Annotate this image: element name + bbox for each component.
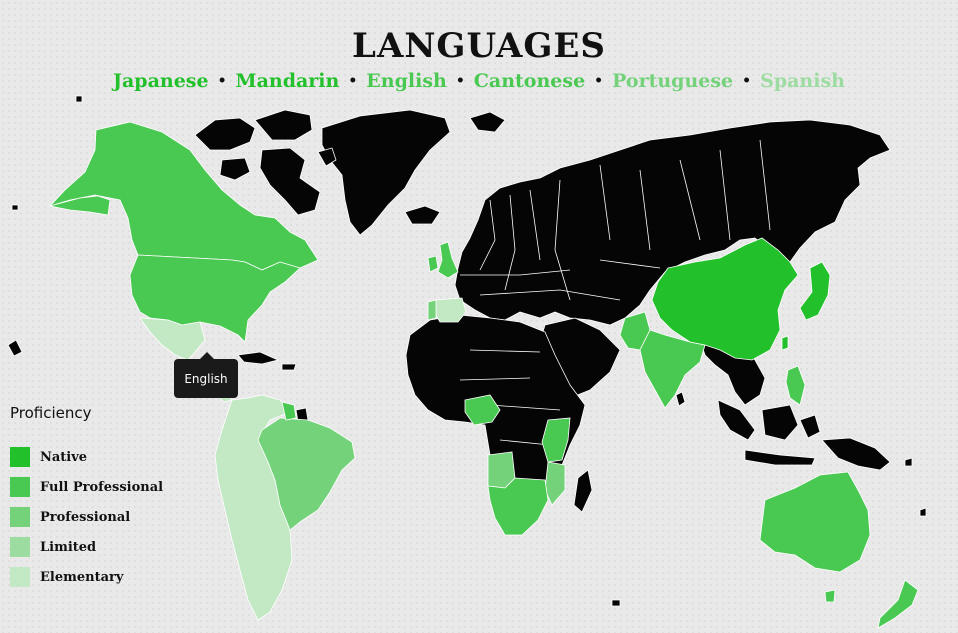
indonesia[interactable] — [799, 414, 821, 439]
country-tooltip: English — [174, 352, 238, 398]
legend-label: Professional — [40, 509, 131, 525]
arctic-islands[interactable] — [259, 147, 321, 216]
language-list: Japanese • Mandarin • English • Cantonese • Port… — [0, 70, 958, 92]
greenland[interactable] — [321, 109, 451, 236]
no-data-land — [7, 95, 927, 607]
region-nigeria[interactable] — [464, 394, 501, 426]
region-philippines[interactable] — [785, 365, 806, 406]
separator-dot: • — [455, 73, 465, 89]
language-portuguese[interactable]: Portuguese — [612, 70, 734, 92]
separator-dot: • — [742, 73, 752, 89]
iceland[interactable] — [404, 205, 441, 225]
language-regions — [48, 121, 919, 629]
legend-swatch — [10, 567, 30, 587]
separator-dot: • — [348, 73, 358, 89]
indonesia[interactable] — [717, 399, 756, 441]
caribbean[interactable] — [237, 351, 279, 365]
islands[interactable] — [919, 507, 927, 517]
region-china[interactable] — [651, 237, 799, 361]
language-mandarin[interactable]: Mandarin — [235, 70, 340, 92]
eurasia[interactable] — [454, 119, 891, 326]
language-cantonese[interactable]: Cantonese — [473, 70, 586, 92]
indonesia[interactable] — [761, 404, 799, 441]
region-southern-africa[interactable] — [487, 477, 549, 536]
indonesia[interactable] — [744, 449, 816, 466]
region-new-zealand[interactable] — [877, 579, 919, 629]
region-spain[interactable] — [433, 297, 467, 323]
legend-item-elementary: Elementary — [10, 562, 163, 592]
region-guyana[interactable] — [281, 401, 297, 421]
region-portugal[interactable] — [427, 299, 437, 321]
new-guinea[interactable] — [821, 437, 891, 471]
arctic-islands[interactable] — [254, 109, 313, 141]
arctic-islands[interactable] — [219, 157, 251, 181]
country-borders — [459, 139, 771, 446]
sri-lanka[interactable] — [675, 391, 686, 407]
language-spanish[interactable]: Spanish — [760, 70, 845, 92]
arctic-islands[interactable] — [317, 147, 337, 167]
region-alaska[interactable] — [49, 195, 111, 216]
legend-item-professional: Professional — [10, 502, 163, 532]
legend-swatch — [10, 507, 30, 527]
region-united-states[interactable] — [129, 254, 301, 343]
region-tasmania[interactable] — [824, 589, 836, 603]
islands[interactable] — [11, 204, 19, 211]
islands[interactable] — [611, 599, 621, 607]
region-taiwan[interactable] — [781, 335, 789, 351]
region-india[interactable] — [639, 329, 706, 409]
caribbean[interactable] — [281, 363, 297, 371]
legend-swatch — [10, 537, 30, 557]
proficiency-legend: Proficiency Native Full Professional Pro… — [10, 404, 163, 592]
separator-dot: • — [594, 73, 604, 89]
legend-item-limited: Limited — [10, 532, 163, 562]
legend-label: Elementary — [40, 569, 124, 585]
legend-swatch — [10, 477, 30, 497]
legend-label: Native — [40, 449, 88, 465]
region-mexico[interactable] — [139, 317, 206, 361]
islands[interactable] — [75, 95, 83, 103]
arctic-islands[interactable] — [194, 117, 256, 151]
region-canada[interactable] — [48, 121, 319, 271]
page-title: LANGUAGES — [352, 26, 606, 66]
legend-swatch — [10, 447, 30, 467]
language-english[interactable]: English — [366, 70, 447, 92]
region-uk[interactable] — [437, 241, 459, 279]
madagascar[interactable] — [573, 469, 593, 513]
separator-dot: • — [217, 73, 227, 89]
region-brazil[interactable] — [257, 417, 356, 531]
legend-title: Proficiency — [10, 404, 92, 422]
legend-label: Limited — [40, 539, 97, 555]
region-japan[interactable] — [799, 261, 831, 321]
region-ireland[interactable] — [427, 255, 439, 273]
legend-item-native: Native — [10, 442, 163, 472]
region-australia[interactable] — [759, 471, 871, 573]
language-japanese[interactable]: Japanese — [113, 70, 209, 92]
region-east-africa[interactable] — [541, 417, 571, 463]
legend-item-full-professional: Full Professional — [10, 472, 163, 502]
legend-label: Full Professional — [40, 479, 164, 495]
islands[interactable] — [904, 457, 913, 467]
svalbard[interactable] — [469, 111, 506, 133]
islands[interactable] — [7, 339, 23, 357]
